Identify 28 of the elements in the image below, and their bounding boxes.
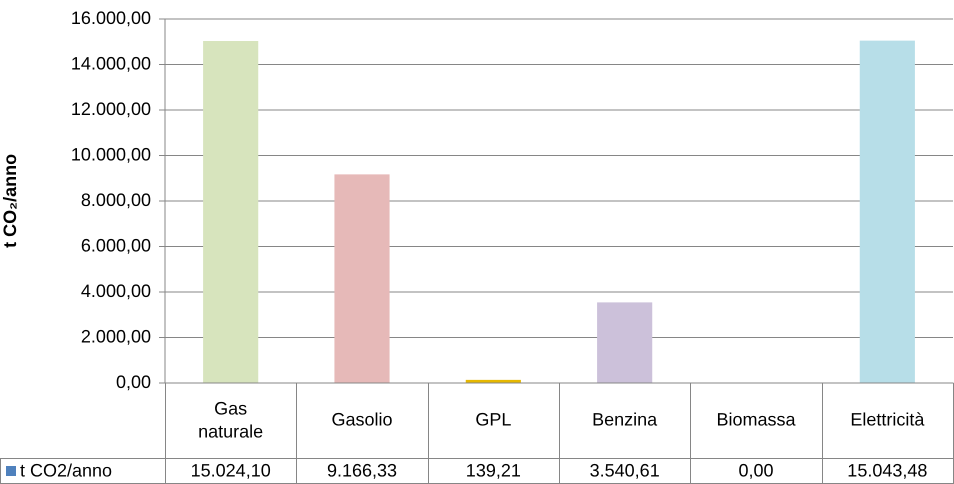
y-tick-label: 14.000,00 xyxy=(70,53,151,74)
y-tick-label: 12.000,00 xyxy=(70,98,151,119)
y-tick-label: 8.000,00 xyxy=(80,190,151,210)
x-tick-label: Benzina xyxy=(592,409,658,430)
x-tick-label: Gasolio xyxy=(331,409,393,430)
y-tick-label: 0,00 xyxy=(116,372,151,392)
y-tick-label: 10.000,00 xyxy=(70,144,151,164)
y-tick-label: 2.000,00 xyxy=(80,326,151,346)
y-axis-title: t CO₂/anno xyxy=(0,154,20,248)
data-label: 15.043,48 xyxy=(847,460,928,480)
bar xyxy=(466,380,521,382)
x-tick-label: Gas naturale xyxy=(198,398,264,442)
y-tick-label: 4.000,00 xyxy=(80,280,151,301)
x-tick-label: Biomassa xyxy=(716,409,797,430)
text: t CO2/anno xyxy=(20,460,112,480)
x-tick-label: Elettricità xyxy=(850,409,926,430)
y-tick-label: 6.000,00 xyxy=(80,235,151,256)
bar xyxy=(597,302,652,382)
bar xyxy=(334,174,390,382)
data-label: 15.024,10 xyxy=(190,460,271,480)
data-label: 0,00 xyxy=(738,460,774,480)
data-label: 139,21 xyxy=(466,460,521,480)
data-label: 3.540,61 xyxy=(590,460,660,480)
x-tick-label: GPL xyxy=(475,409,512,430)
data-label: 9.166,33 xyxy=(326,460,398,480)
y-tick-label: 16.000,00 xyxy=(70,8,151,28)
bar xyxy=(860,40,915,382)
bar xyxy=(203,41,258,382)
